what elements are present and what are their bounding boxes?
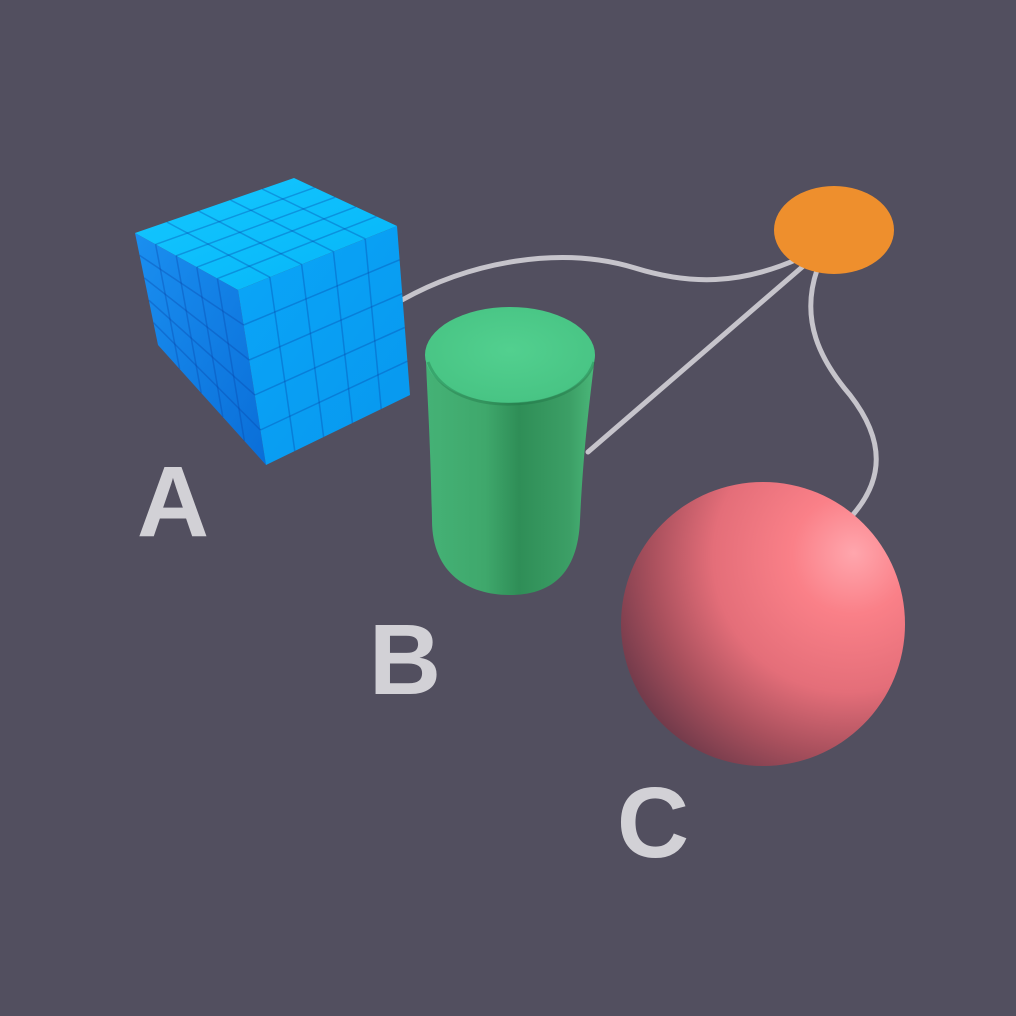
- hub-ellipse: [774, 186, 894, 274]
- cylinder-rim-shade: [426, 361, 596, 406]
- label-a: A: [137, 446, 209, 558]
- cylinder-b: [425, 307, 596, 595]
- connector-hub-to-c: [808, 267, 879, 521]
- sphere-c: [621, 482, 905, 766]
- connector-hub-to-b: [585, 259, 811, 455]
- cube-right-face: [238, 226, 410, 465]
- cylinder-body: [426, 355, 595, 595]
- label-c: C: [617, 767, 689, 879]
- cube-left-face: [135, 233, 266, 465]
- hub-node: [774, 186, 894, 274]
- cube-a: [135, 178, 410, 465]
- cube-top-face: [135, 178, 397, 290]
- cube-grid: [139, 186, 408, 452]
- cylinder-top: [425, 307, 595, 403]
- connectors: [399, 255, 879, 521]
- label-b: B: [369, 604, 441, 716]
- connector-hub-to-a: [399, 255, 803, 303]
- sphere: [621, 482, 905, 766]
